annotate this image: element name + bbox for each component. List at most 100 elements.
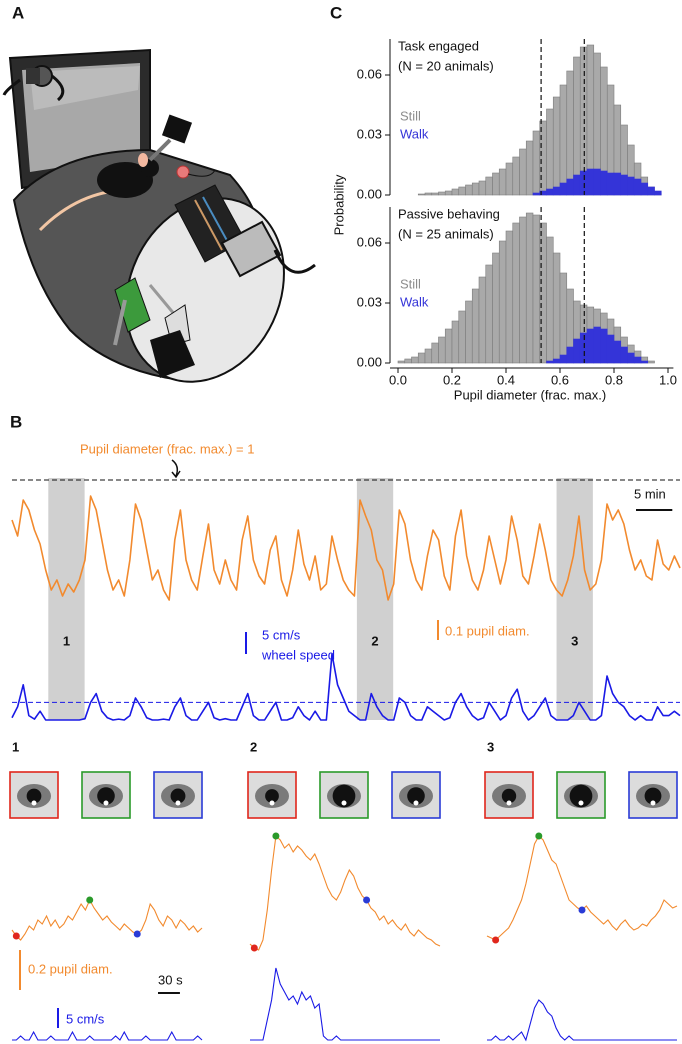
legend-label: Still — [400, 276, 421, 291]
walk-bar — [579, 170, 588, 196]
panel-label: B — [10, 412, 22, 431]
x-tick-label: 0.2 — [443, 372, 461, 387]
y-tick-label: 0.03 — [357, 294, 382, 309]
speed-trace — [11, 653, 681, 721]
eye-snapshot — [484, 771, 534, 819]
still-bar — [492, 172, 500, 196]
frame-marker — [250, 944, 258, 952]
still-bar — [458, 186, 466, 196]
walk-bar — [633, 178, 642, 196]
window-label: 2 — [371, 633, 378, 648]
y-tick-label: 0.00 — [357, 186, 382, 201]
still-bar — [451, 188, 460, 196]
still-bar — [438, 336, 446, 364]
scalebar-label: 5 min — [634, 486, 666, 501]
eye-pupil — [97, 787, 115, 805]
window-label: 2 — [250, 739, 257, 754]
still-bar — [458, 310, 466, 364]
walk-bar — [613, 172, 622, 196]
still-bar — [478, 276, 487, 364]
window-label: 3 — [571, 633, 578, 648]
eye-pupil — [265, 789, 279, 803]
setup-illustration — [2, 48, 316, 383]
still-bar — [505, 230, 514, 364]
eye-snapshot — [391, 771, 441, 819]
frame-marker — [272, 832, 280, 840]
x-tick-label: 0.4 — [497, 372, 515, 387]
eye-pupil — [569, 784, 593, 808]
still-bar — [424, 348, 433, 364]
walk-bar — [627, 352, 635, 364]
eye-glint — [103, 800, 109, 806]
still-bar — [404, 358, 412, 364]
still-bar — [512, 222, 520, 364]
walk-bar — [579, 332, 588, 364]
frame-marker — [535, 832, 543, 840]
eye-glint — [341, 800, 347, 806]
x-tick-label: 0.0 — [389, 372, 407, 387]
still-bar — [485, 264, 493, 364]
scalebar-label: 0.2 pupil diam. — [28, 961, 113, 976]
eye-pupil — [332, 784, 356, 808]
eye-pupil — [644, 787, 662, 805]
still-bar — [566, 70, 574, 196]
frame-marker — [133, 930, 141, 938]
walk-bar — [586, 168, 595, 196]
frame-marker — [492, 936, 500, 944]
still-bar — [431, 192, 439, 196]
walk-bar — [573, 338, 581, 364]
walk-bar — [600, 328, 608, 364]
still-bar — [431, 342, 439, 364]
panel-label: A — [12, 3, 24, 22]
walk-bar — [546, 360, 554, 364]
eye-pupil — [26, 788, 42, 804]
still-bar — [444, 328, 453, 364]
still-bar — [485, 176, 493, 196]
eye-pupil — [501, 788, 517, 804]
still-bar — [559, 84, 568, 196]
still-bar — [417, 352, 426, 364]
walk-bar — [627, 176, 635, 196]
walk-bar — [593, 326, 601, 364]
still-bar — [525, 140, 534, 196]
eye-snapshot — [556, 771, 606, 819]
still-bar — [471, 182, 480, 196]
walk-bar — [586, 328, 595, 364]
y-tick-label: 0.00 — [357, 354, 382, 369]
still-bar — [451, 320, 460, 364]
eye-snapshot — [153, 771, 203, 819]
walk-bar — [532, 192, 541, 196]
speed-trace — [250, 967, 440, 1041]
still-bar — [498, 240, 507, 364]
pupil-trace — [11, 898, 203, 941]
panel-subtitle: (N = 20 animals) — [398, 58, 494, 73]
window-label: 1 — [12, 739, 19, 754]
frame-marker — [363, 896, 371, 904]
y-axis-title: Probability — [331, 174, 346, 235]
speed-trace — [487, 999, 677, 1042]
x-tick-label: 0.6 — [551, 372, 569, 387]
arrow — [171, 459, 181, 479]
walk-bar — [552, 358, 561, 364]
still-bar — [492, 252, 500, 364]
eye-glint — [175, 800, 181, 806]
eye-glint — [650, 800, 656, 806]
eye-pupil — [407, 787, 425, 805]
still-bar — [417, 193, 426, 196]
walk-bar — [552, 186, 561, 196]
legend-label: Walk — [400, 126, 429, 141]
pupil-trace — [11, 495, 681, 601]
walk-bar — [647, 186, 655, 196]
still-bar — [525, 212, 534, 364]
eye-glint — [413, 800, 419, 806]
window-label: 3 — [487, 739, 494, 754]
pupil-trace — [249, 834, 441, 951]
walk-bar — [640, 182, 649, 196]
legend-label: Still — [400, 108, 421, 123]
x-tick-label: 1.0 — [659, 372, 677, 387]
panel-label: C — [330, 3, 342, 22]
still-bar — [532, 130, 541, 196]
x-axis-title: Pupil diameter (frac. max.) — [454, 387, 606, 402]
still-bar — [512, 156, 520, 196]
